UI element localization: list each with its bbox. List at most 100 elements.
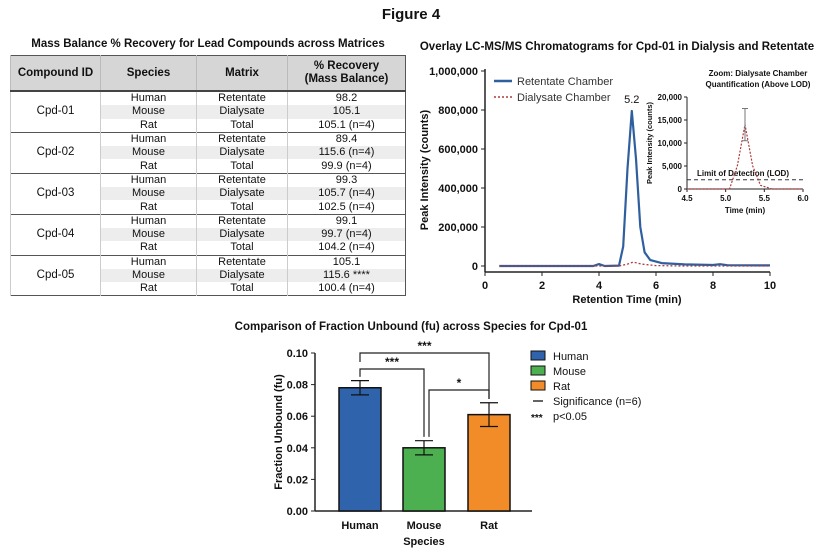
- recovery-cell: 115.6 (n=4): [287, 146, 406, 160]
- compound-id: Cpd-01: [10, 90, 101, 133]
- legend-star: ***: [531, 413, 543, 424]
- x-tick-label: 4: [596, 280, 603, 292]
- recovery-cell: 105.7 (n=4): [287, 187, 406, 201]
- lod-label: Limit of Detection (LOD): [697, 169, 789, 178]
- recovery-cell: 98.2: [287, 90, 406, 106]
- compound-id: Cpd-04: [10, 213, 101, 256]
- series-line-1: [499, 261, 770, 267]
- recovery-cell: 102.5 (n=4): [287, 200, 406, 215]
- header-recovery: % Recovery (Mass Balance): [287, 55, 406, 92]
- y-tick-label: 400,000: [438, 183, 478, 195]
- header-species: Species: [100, 55, 197, 92]
- recovery-table: Compound ID Species Matrix % Recovery (Ma…: [10, 55, 406, 297]
- x-tick-label: 8: [710, 280, 716, 292]
- bar-y-tick-label: 0.00: [287, 506, 308, 518]
- y-tick-label: 800,000: [438, 105, 478, 117]
- inset-x-tick-label: 4.5: [681, 194, 693, 203]
- table-row: Rat Total 104.2 (n=4): [11, 241, 406, 256]
- compound-id: Cpd-03: [10, 172, 101, 215]
- inset-y-tick-label: 20,000: [658, 93, 683, 102]
- matrix-cell: Total: [196, 118, 288, 133]
- recovery-cell: 104.2 (n=4): [287, 241, 406, 256]
- inset-x-tick-label: 6.0: [797, 194, 809, 203]
- inset-title: Zoom: Dialysate Chamber: [709, 69, 808, 78]
- inset-title: Quantification (Above LOD): [706, 80, 811, 89]
- significance-label: *: [457, 376, 462, 390]
- table-row: Cpd-01 Human Retentate 98.2: [10, 90, 406, 133]
- matrix-cell: Retentate: [196, 131, 288, 147]
- species-cell: Mouse: [100, 105, 197, 119]
- bar-x-tick-label: Mouse: [407, 520, 442, 532]
- inset-y-tick-label: 5,000: [662, 162, 683, 171]
- table-row: Cpd-02 Human Retentate 89.4: [10, 131, 406, 174]
- table-title: Mass Balance % Recovery for Lead Compoun…: [31, 38, 385, 50]
- inset-y-tick-label: 0: [678, 185, 683, 194]
- recovery-cell: 115.6 ****: [287, 268, 406, 283]
- legend-label: Retentate Chamber: [517, 76, 613, 88]
- x-tick-label: 6: [653, 280, 659, 292]
- matrix-cell: Dialysate: [196, 105, 288, 119]
- recovery-cell: 105.1: [287, 105, 406, 119]
- matrix-cell: Dialysate: [196, 268, 288, 283]
- bar-chart-title: Comparison of Fraction Unbound (fu) acro…: [235, 321, 588, 333]
- legend-label: Dialysate Chamber: [517, 92, 611, 104]
- legend-label: Significance (n=6): [553, 396, 641, 408]
- y-tick-label: 600,000: [438, 144, 478, 156]
- species-cell: Mouse: [100, 187, 197, 201]
- legend-label: p<0.05: [553, 411, 587, 423]
- legend-swatch-rat: [530, 380, 546, 391]
- table-row: Cpd-05 Human Retentate 105.1: [10, 254, 406, 296]
- recovery-cell: 99.9 (n=4): [287, 159, 406, 174]
- matrix-cell: Total: [196, 282, 288, 296]
- table-row: Mouse Dialysate 115.6 (n=4): [11, 146, 406, 160]
- y-tick-label: 1,000,000: [429, 66, 478, 78]
- matrix-cell: Total: [196, 159, 288, 174]
- table-row: Cpd-03 Human Retentate 99.3: [10, 172, 406, 215]
- matrix-cell: Total: [196, 200, 288, 215]
- table-row: Mouse Dialysate 115.6 ****: [11, 268, 406, 283]
- species-cell: Human: [100, 213, 197, 228]
- significance-bracket: [359, 368, 425, 437]
- compound-id: Cpd-05: [10, 254, 101, 296]
- species-cell: Human: [100, 131, 197, 147]
- table-row: Mouse Dialysate 99.7 (n=4): [11, 227, 406, 242]
- inset-y-tick-label: 10,000: [658, 139, 683, 148]
- species-cell: Rat: [100, 282, 197, 296]
- y-axis-label: Peak Intensity (counts): [419, 109, 431, 230]
- matrix-cell: Retentate: [196, 213, 288, 228]
- species-cell: Human: [100, 172, 197, 188]
- species-cell: Rat: [100, 159, 197, 174]
- y-tick-label: 0: [472, 261, 478, 273]
- chromatogram-title: Overlay LC-MS/MS Chromatograms for Cpd-0…: [420, 41, 814, 53]
- legend-swatch-human: [530, 350, 546, 361]
- matrix-cell: Total: [196, 241, 288, 256]
- species-cell: Rat: [100, 200, 197, 215]
- significance-label: ***: [385, 355, 399, 369]
- x-tick-label: 2: [539, 280, 545, 292]
- table-row: Mouse Dialysate 105.1: [11, 105, 406, 119]
- significance-bracket: [428, 389, 490, 437]
- table-row: Mouse Dialysate 105.7 (n=4): [11, 187, 406, 201]
- y-tick-label: 200,000: [438, 222, 478, 234]
- peak-annotation: 5.2: [624, 94, 639, 106]
- bar-y-tick-label: 0.10: [287, 348, 308, 360]
- inset-y-tick-label: 15,000: [658, 116, 683, 125]
- bar-x-axis-label: Species: [403, 536, 445, 548]
- table-row: Rat Total 99.9 (n=4): [11, 159, 406, 174]
- matrix-cell: Retentate: [196, 254, 288, 269]
- recovery-cell: 100.4 (n=4): [287, 282, 406, 296]
- species-cell: Rat: [100, 118, 197, 133]
- inset-x-tick-label: 5.5: [759, 194, 771, 203]
- table-row: Rat Total 100.4 (n=4): [11, 282, 406, 296]
- bar-y-tick-label: 0.02: [287, 474, 308, 486]
- figure-title: Figure 4: [381, 6, 441, 23]
- recovery-cell: 105.1 (n=4): [287, 118, 406, 133]
- bar-y-tick-label: 0.04: [287, 443, 309, 455]
- compound-id: Cpd-02: [10, 131, 101, 174]
- species-cell: Mouse: [100, 268, 197, 283]
- bar-x-tick-label: Human: [341, 520, 379, 532]
- significance-bracket: [359, 352, 490, 399]
- legend-swatch-mouse: [530, 365, 546, 376]
- x-axis-label: Retention Time (min): [572, 294, 682, 306]
